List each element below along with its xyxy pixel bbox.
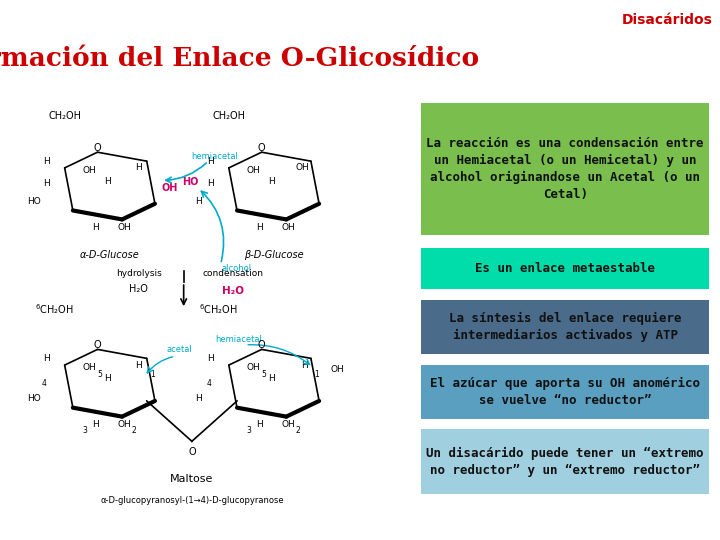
Text: $^6$CH₂OH: $^6$CH₂OH bbox=[199, 302, 238, 316]
Text: CH₂OH: CH₂OH bbox=[212, 111, 246, 121]
Text: OH: OH bbox=[117, 420, 131, 429]
Text: H: H bbox=[256, 420, 263, 429]
Text: 3: 3 bbox=[246, 426, 251, 435]
Text: H₂O: H₂O bbox=[222, 286, 244, 296]
Text: Maltose: Maltose bbox=[170, 474, 214, 484]
Text: hemiacetal: hemiacetal bbox=[215, 335, 263, 343]
Text: α-D-glucopyranosyl-(1→4)-D-glucopyranose: α-D-glucopyranosyl-(1→4)-D-glucopyranose bbox=[100, 496, 284, 505]
Text: 1: 1 bbox=[150, 369, 156, 379]
Text: H: H bbox=[104, 177, 111, 186]
Text: H: H bbox=[256, 222, 263, 232]
Text: OH: OH bbox=[161, 183, 178, 193]
Text: OH: OH bbox=[246, 166, 261, 174]
Text: HO: HO bbox=[181, 177, 198, 187]
Text: Disacáridos: Disacáridos bbox=[622, 14, 713, 28]
Text: Es un enlace metaestable: Es un enlace metaestable bbox=[475, 262, 655, 275]
FancyBboxPatch shape bbox=[421, 248, 709, 289]
Text: O: O bbox=[94, 340, 102, 350]
Text: condensation: condensation bbox=[202, 269, 264, 278]
Text: H: H bbox=[92, 420, 99, 429]
Text: H: H bbox=[135, 164, 142, 172]
Text: H: H bbox=[42, 354, 50, 363]
Text: H: H bbox=[135, 361, 142, 369]
Text: OH: OH bbox=[82, 166, 96, 174]
Text: OH: OH bbox=[82, 363, 96, 372]
Text: OH: OH bbox=[282, 222, 295, 232]
Text: 2: 2 bbox=[131, 426, 136, 435]
Text: HO: HO bbox=[27, 394, 41, 403]
Text: H: H bbox=[42, 157, 50, 166]
Text: OH: OH bbox=[330, 365, 344, 374]
Text: OH: OH bbox=[246, 363, 261, 372]
Text: H: H bbox=[194, 394, 202, 403]
Text: α-D-Glucose: α-D-Glucose bbox=[80, 250, 140, 260]
Text: alcohol: alcohol bbox=[222, 264, 252, 273]
Text: O: O bbox=[94, 143, 102, 153]
Text: hemiacetal: hemiacetal bbox=[191, 152, 238, 161]
Text: La reacción es una condensación entre
un Hemiacetal (o un Hemicetal) y un
alcoho: La reacción es una condensación entre un… bbox=[426, 137, 704, 201]
Text: H: H bbox=[269, 374, 275, 383]
Text: 5: 5 bbox=[261, 370, 266, 379]
Text: Un disacárido puede tener un “extremo
no reductor” y un “extremo reductor”: Un disacárido puede tener un “extremo no… bbox=[426, 447, 704, 477]
Text: 4: 4 bbox=[206, 379, 211, 388]
FancyBboxPatch shape bbox=[421, 429, 709, 494]
Text: OH: OH bbox=[296, 164, 310, 172]
Text: 3: 3 bbox=[82, 426, 87, 435]
Text: H: H bbox=[104, 374, 111, 383]
Text: H: H bbox=[207, 157, 214, 166]
Text: La síntesis del enlace requiere
intermediarios activados y ATP: La síntesis del enlace requiere intermed… bbox=[449, 312, 681, 342]
Text: 4: 4 bbox=[42, 379, 47, 388]
Text: H: H bbox=[92, 222, 99, 232]
Text: H: H bbox=[207, 179, 214, 188]
Text: OH: OH bbox=[117, 222, 131, 232]
Text: H₂O: H₂O bbox=[129, 284, 148, 294]
FancyBboxPatch shape bbox=[421, 103, 709, 235]
Text: O: O bbox=[188, 447, 196, 457]
Text: HO: HO bbox=[27, 197, 41, 206]
Text: O: O bbox=[258, 340, 266, 350]
Text: O: O bbox=[258, 143, 266, 153]
Text: 1: 1 bbox=[315, 369, 320, 379]
Text: H: H bbox=[194, 197, 202, 206]
Text: H: H bbox=[302, 361, 308, 369]
FancyBboxPatch shape bbox=[421, 300, 709, 354]
Text: CH₂OH: CH₂OH bbox=[48, 111, 81, 121]
Text: acetal: acetal bbox=[167, 345, 192, 354]
Text: $^6$CH₂OH: $^6$CH₂OH bbox=[35, 302, 74, 316]
Text: El azúcar que aporta su OH anomérico
se vuelve “no reductor”: El azúcar que aporta su OH anomérico se … bbox=[430, 376, 700, 407]
Text: β-D-Glucose: β-D-Glucose bbox=[244, 250, 304, 260]
Text: hydrolysis: hydrolysis bbox=[116, 269, 161, 278]
Text: 5: 5 bbox=[97, 370, 102, 379]
FancyBboxPatch shape bbox=[421, 364, 709, 418]
Text: OH: OH bbox=[282, 420, 295, 429]
Text: 2: 2 bbox=[295, 426, 300, 435]
Text: H: H bbox=[269, 177, 275, 186]
Text: H: H bbox=[207, 354, 214, 363]
Text: H: H bbox=[42, 179, 50, 188]
Text: Formación del Enlace O-Glicosídico: Formación del Enlace O-Glicosídico bbox=[0, 46, 480, 71]
